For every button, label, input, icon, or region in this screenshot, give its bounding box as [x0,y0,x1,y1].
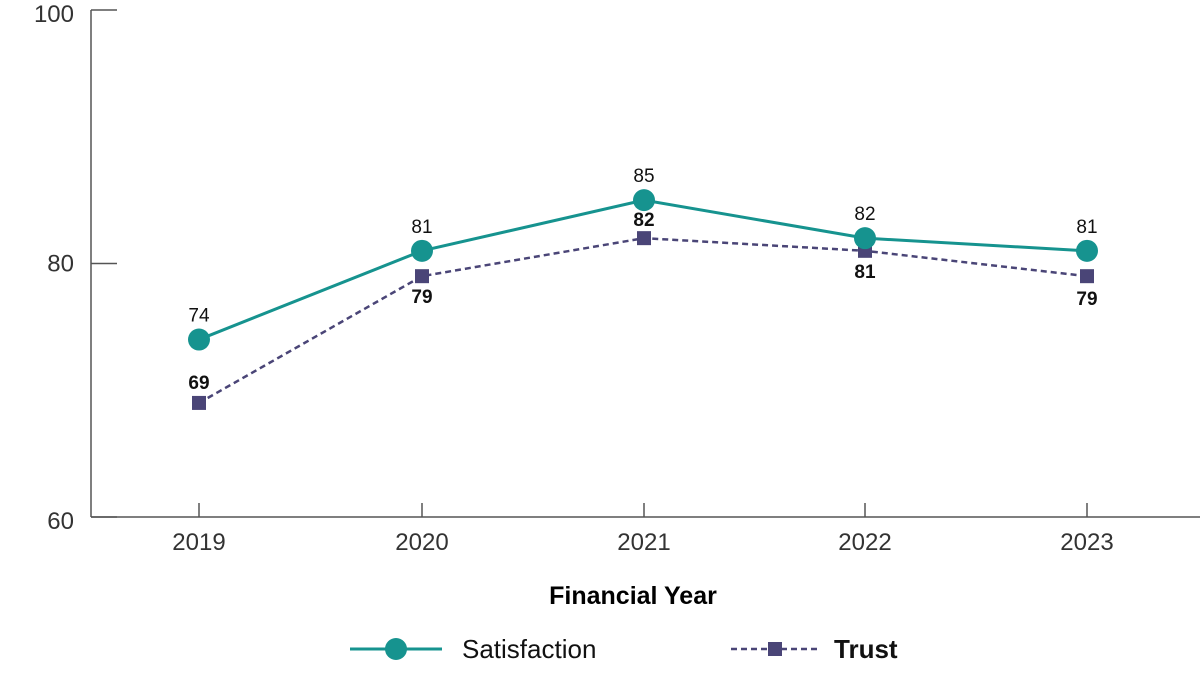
data-label: 79 [1076,289,1097,310]
data-point [192,395,206,410]
y-ticks: 60 80 100 [34,1,117,535]
data-point [411,239,433,262]
legend-marker-satisfaction [385,638,407,660]
x-tick-label: 2019 [172,529,225,556]
axes [90,10,1200,518]
series-line [198,236,1088,405]
data-label: 82 [633,210,654,231]
data-point [188,328,210,351]
x-tick-label: 2022 [838,529,891,556]
data-point [415,269,429,284]
x-axis-title: Financial Year [549,582,717,610]
y-tick-label: 100 [34,1,74,28]
legend-marker-trust [768,642,782,656]
data-label: 74 [188,306,210,327]
series-trust [192,231,1094,410]
legend: Satisfaction Trust [350,634,898,664]
y-tick-label: 80 [47,251,74,278]
legend-item-satisfaction: Satisfaction [350,634,596,664]
data-label: 79 [411,287,432,308]
x-tick-label: 2023 [1060,529,1113,556]
x-tick-label: 2020 [395,529,448,556]
data-point [633,189,655,212]
data-label: 81 [1076,217,1097,238]
data-label: 85 [633,166,654,187]
data-label: 82 [854,204,875,225]
data-point [1080,269,1094,284]
data-label: 81 [411,217,432,238]
data-label: 69 [188,373,209,394]
legend-label-trust: Trust [834,634,898,664]
data-point [854,227,876,250]
x-tick-label: 2021 [617,529,670,556]
data-point [637,231,651,246]
legend-label-satisfaction: Satisfaction [462,634,596,664]
series-layer [188,189,1098,410]
data-labels: 74 81 85 82 81 69 79 82 81 79 [188,166,1097,394]
legend-item-trust: Trust [731,634,898,664]
x-ticks: 2019 2020 2021 2022 2023 [172,503,1114,556]
series-satisfaction [188,189,1098,351]
data-point [1076,239,1098,262]
data-label: 81 [854,262,876,283]
y-tick-label: 60 [47,508,74,535]
